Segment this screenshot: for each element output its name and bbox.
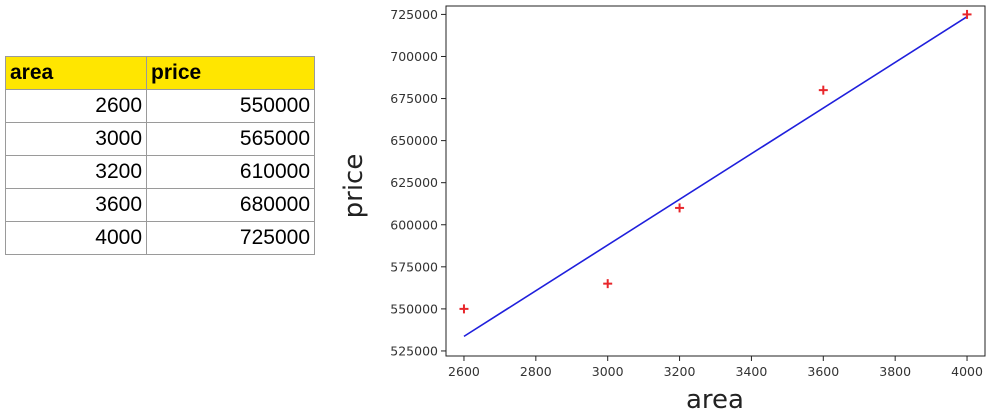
y-tick-label: 675000 [390, 91, 438, 106]
scatter-chart: 2600 2800 3000 3200 3400 3600 3800 4000 5250005… [339, 5, 986, 415]
x-tick-label: 3000 [592, 364, 624, 379]
table-row: 2600 550000 [5, 89, 315, 123]
y-tick-label: 550000 [390, 301, 438, 316]
cell-price: 725000 [146, 221, 315, 255]
x-tick-label: 2600 [448, 364, 480, 379]
data-point [675, 203, 685, 213]
x-tick-label: 4000 [951, 364, 983, 379]
y-tick-label: 700000 [390, 49, 438, 64]
cell-area: 4000 [5, 221, 147, 255]
cell-area: 3600 [5, 188, 147, 222]
regression-line [463, 16, 968, 338]
y-tick-label: 625000 [390, 175, 438, 190]
x-tick-label: 2800 [520, 364, 552, 379]
data-point [459, 304, 469, 314]
table-row: 3600 680000 [5, 188, 315, 222]
regression-line-group [463, 16, 968, 338]
table-row: 3200 610000 [5, 155, 315, 189]
data-table: area price 2600 550000 3000 565000 3200 … [5, 56, 315, 255]
cell-price: 565000 [146, 122, 315, 156]
y-tick-label: 525000 [390, 343, 438, 358]
x-tick-label: 3200 [664, 364, 696, 379]
cell-price: 610000 [146, 155, 315, 189]
x-tick-label: 3600 [807, 364, 839, 379]
data-point [603, 279, 613, 289]
plot-frame [445, 5, 986, 357]
x-tick-label: 3400 [736, 364, 768, 379]
y-tick-label: 650000 [390, 133, 438, 148]
cell-price: 680000 [146, 188, 315, 222]
column-header-price: price [146, 56, 315, 90]
y-tick-label: 575000 [390, 259, 438, 274]
cell-area: 2600 [5, 89, 147, 123]
cell-price: 550000 [146, 89, 315, 123]
column-header-area: area [5, 56, 147, 90]
cell-area: 3000 [5, 122, 147, 156]
y-tick-label: 725000 [390, 7, 438, 22]
x-axis-ticks: 2600 2800 3000 3200 3400 3600 3800 4000 [448, 356, 983, 379]
data-point [962, 9, 972, 19]
table-row: 4000 725000 [5, 221, 315, 255]
x-tick-label: 3800 [879, 364, 911, 379]
data-points [459, 9, 972, 314]
x-axis-title: area [686, 385, 744, 415]
y-tick-label: 600000 [390, 217, 438, 232]
y-axis-title: price [339, 154, 369, 219]
table-header-row: area price [5, 56, 315, 90]
table-row: 3000 565000 [5, 122, 315, 156]
cell-area: 3200 [5, 155, 147, 189]
y-axis-ticks: 525000 550000 575000 600000 625000 650000 6750… [390, 7, 446, 358]
data-point [818, 85, 828, 95]
